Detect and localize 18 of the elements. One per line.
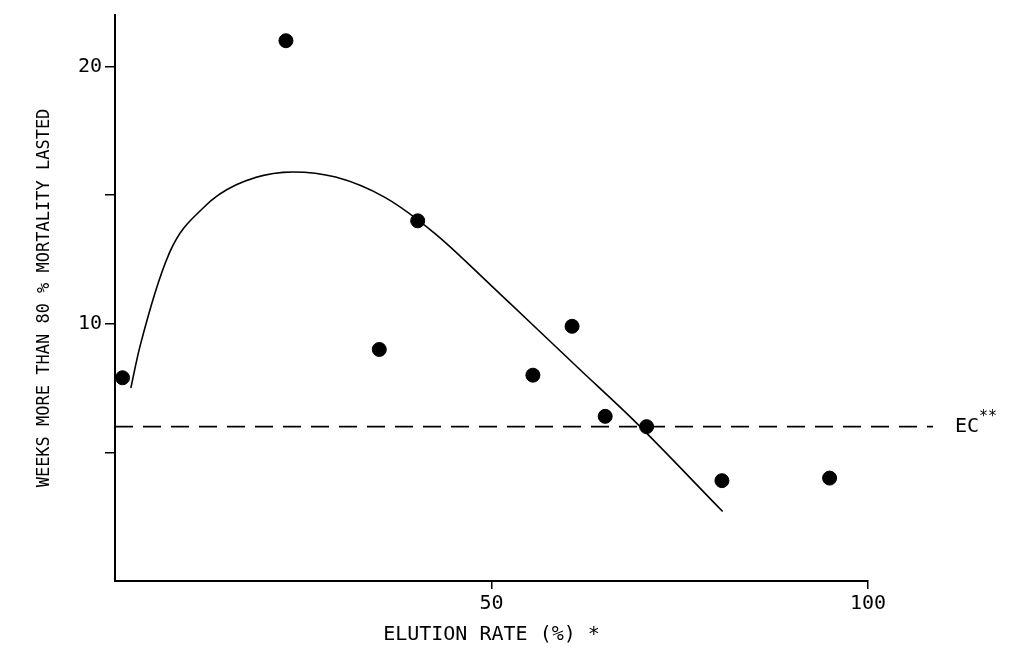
point [115,370,131,386]
point [597,408,613,424]
point [410,213,426,229]
point [564,318,580,334]
y-tick-label: 10 [77,309,102,334]
y-tick-label: 20 [77,52,102,77]
point [278,33,294,49]
x-tick-label: 50 [479,590,504,615]
ref-line-label: EC** [955,406,998,437]
point [525,367,541,383]
point [639,419,655,435]
point [371,341,387,357]
x-axis-title: ELUTION RATE (%) * [383,621,600,646]
y-axis-title: WEEKS MORE THAN 80 % MORTALITY LASTED [32,108,53,488]
point [822,470,838,486]
line-series [130,171,724,513]
x-tick-label: 100 [849,590,887,615]
point [714,473,730,489]
